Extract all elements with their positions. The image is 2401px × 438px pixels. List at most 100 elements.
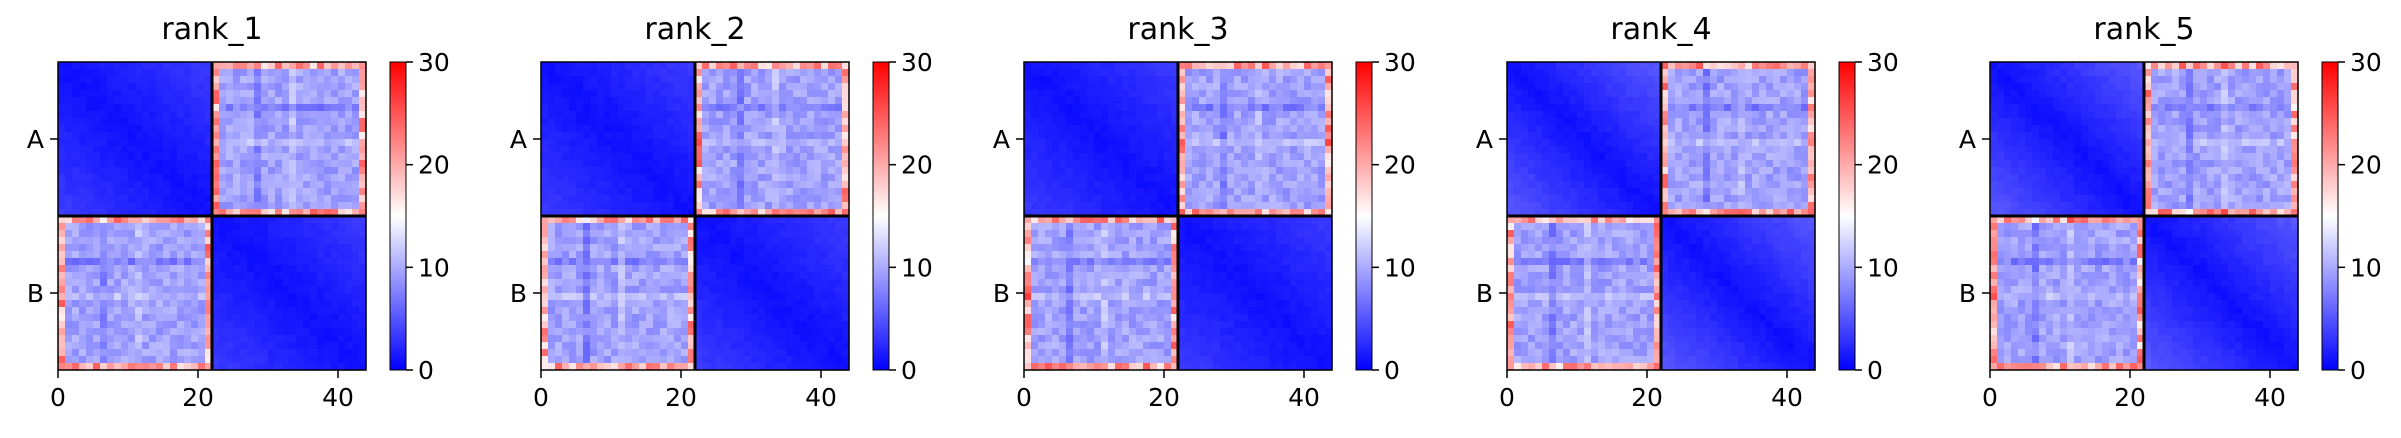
heatmap-cell <box>268 335 276 343</box>
heatmap-cell <box>744 69 752 77</box>
heatmap-cell <box>1178 104 1186 112</box>
heatmap-cell <box>611 174 619 182</box>
heatmap-cell <box>352 279 360 287</box>
heatmap-cell <box>72 69 80 77</box>
heatmap-cell <box>170 342 178 350</box>
heatmap-cell <box>772 69 780 77</box>
heatmap-cell <box>163 265 171 273</box>
heatmap-cell <box>800 349 808 357</box>
heatmap-cell <box>667 244 675 252</box>
heatmap-cell <box>79 90 87 98</box>
heatmap-cell <box>1157 209 1165 217</box>
heatmap-cell <box>1255 69 1263 77</box>
heatmap-cell <box>247 174 255 182</box>
heatmap-cell <box>660 349 668 357</box>
heatmap-cell <box>583 363 591 371</box>
heatmap-cell <box>842 300 850 308</box>
heatmap-cell <box>100 83 108 91</box>
heatmap-cell <box>268 293 276 301</box>
heatmap-cell <box>289 181 297 189</box>
heatmap-cell <box>723 111 731 119</box>
heatmap-cell <box>786 272 794 280</box>
heatmap-cell <box>1066 230 1074 238</box>
heatmap-cell <box>1269 104 1277 112</box>
heatmap-cell <box>100 188 108 196</box>
heatmap-cell <box>1031 62 1039 70</box>
heatmap-cell <box>800 335 808 343</box>
heatmap-cell <box>317 321 325 329</box>
heatmap-cell <box>1262 90 1270 98</box>
heatmap-cell <box>1045 97 1053 105</box>
heatmap-cell <box>1031 97 1039 105</box>
heatmap-cell <box>1087 62 1095 70</box>
heatmap-cell <box>1164 76 1172 84</box>
heatmap-cell <box>1192 62 1200 70</box>
heatmap-cell <box>184 111 192 119</box>
heatmap-cell <box>324 279 332 287</box>
heatmap-cell <box>611 139 619 147</box>
heatmap-cell <box>786 279 794 287</box>
heatmap-cell <box>590 174 598 182</box>
heatmap-cell <box>1073 146 1081 154</box>
heatmap-cell <box>604 195 612 203</box>
heatmap-cell <box>163 202 171 210</box>
heatmap-cell <box>191 244 199 252</box>
heatmap-cell <box>240 195 248 203</box>
heatmap-cell <box>121 328 129 336</box>
heatmap-cell <box>184 125 192 133</box>
heatmap-cell <box>667 139 675 147</box>
heatmap-cell <box>282 300 290 308</box>
heatmap-cell <box>1108 139 1116 147</box>
heatmap-cell <box>569 216 577 224</box>
heatmap-cell <box>625 146 633 154</box>
heatmap-cell <box>1248 181 1256 189</box>
heatmap-cell <box>261 335 269 343</box>
heatmap-cell <box>310 272 318 280</box>
heatmap-cell <box>667 307 675 315</box>
heatmap-cell <box>562 160 570 168</box>
heatmap-cell <box>156 97 164 105</box>
heatmap-cell <box>1276 125 1284 133</box>
heatmap-cell <box>639 314 647 322</box>
heatmap-cell <box>618 300 626 308</box>
heatmap-cell <box>807 286 815 294</box>
heatmap-cell <box>786 76 794 84</box>
heatmap-cell <box>324 69 332 77</box>
heatmap-cell <box>618 90 626 98</box>
heatmap-cell <box>632 272 640 280</box>
heatmap-cell <box>233 230 241 238</box>
heatmap-cell <box>359 83 367 91</box>
heatmap-cell <box>184 97 192 105</box>
heatmap-cell <box>674 300 682 308</box>
heatmap-cell <box>1199 62 1207 70</box>
heatmap-cell <box>1297 216 1305 224</box>
heatmap-cell <box>1115 160 1123 168</box>
heatmap-cell <box>177 181 185 189</box>
heatmap-cell <box>842 174 850 182</box>
heatmap-cell <box>184 160 192 168</box>
heatmap-cell <box>282 216 290 224</box>
heatmap-cell <box>1213 160 1221 168</box>
heatmap-cell <box>793 363 801 371</box>
heatmap-cell <box>597 286 605 294</box>
heatmap-cell <box>72 349 80 357</box>
heatmap-cell <box>1073 139 1081 147</box>
heatmap-cell <box>597 349 605 357</box>
heatmap-cell <box>695 349 703 357</box>
heatmap-cell <box>590 265 598 273</box>
heatmap-cell <box>184 153 192 161</box>
heatmap-cell <box>653 90 661 98</box>
heatmap-cell <box>261 363 269 371</box>
heatmap-cell <box>772 90 780 98</box>
heatmap-cell <box>765 76 773 84</box>
heatmap-cell <box>212 216 220 224</box>
heatmap-cell <box>835 118 843 126</box>
heatmap-cell <box>1192 97 1200 105</box>
heatmap-cell <box>331 223 339 231</box>
heatmap-cell <box>233 188 241 196</box>
heatmap-cell <box>219 272 227 280</box>
heatmap-cell <box>1080 125 1088 133</box>
heatmap-cell <box>359 272 367 280</box>
heatmap-cell <box>709 104 717 112</box>
heatmap-cell <box>1234 146 1242 154</box>
